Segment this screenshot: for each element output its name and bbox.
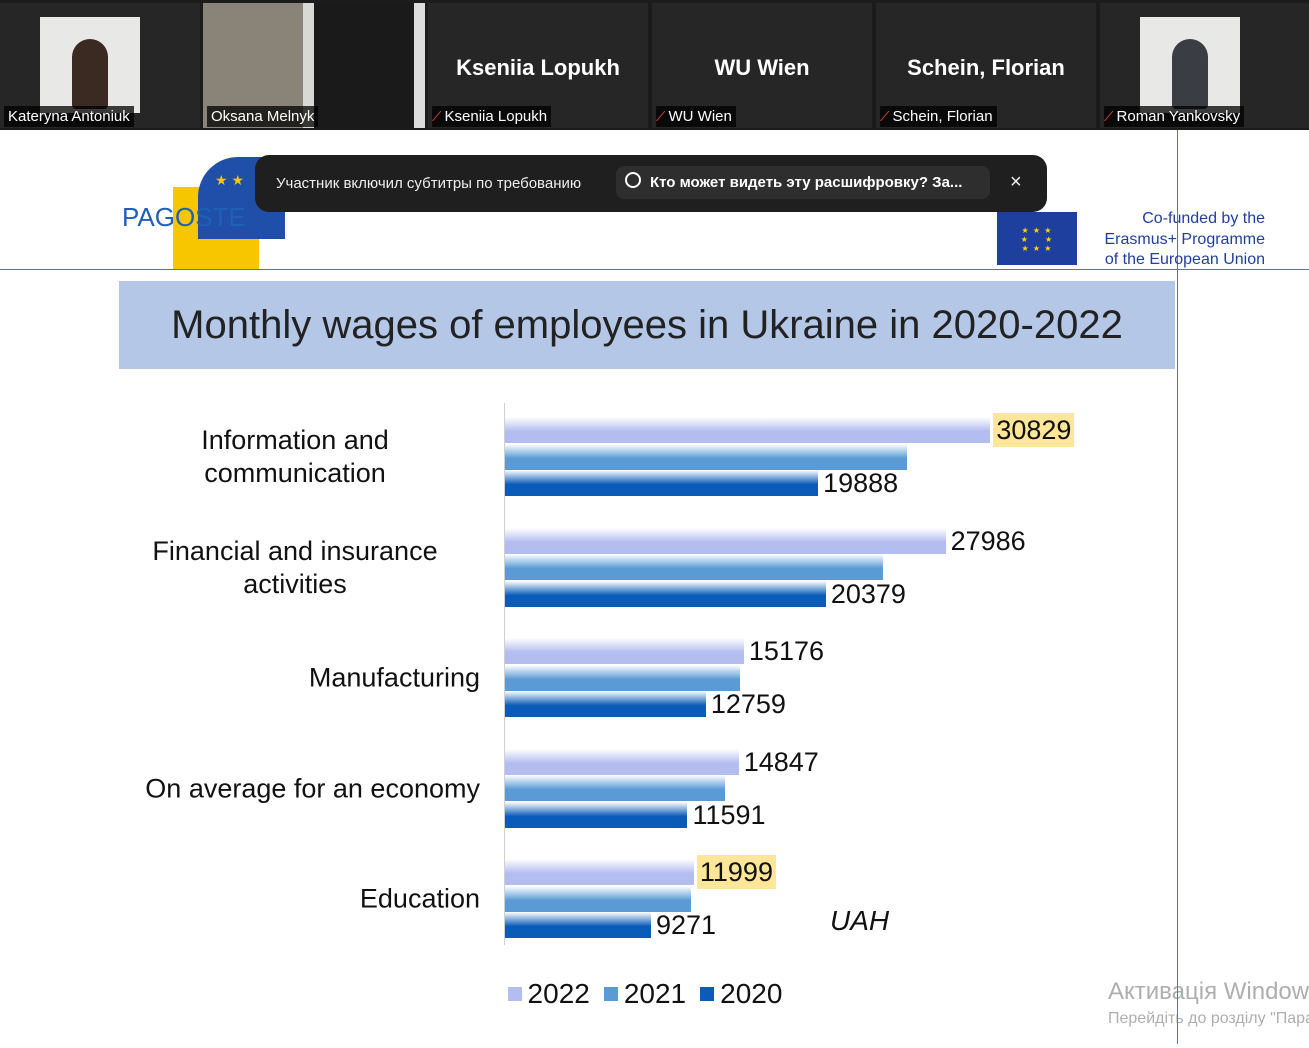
participant-name: Kseniia Lopukh: [444, 108, 548, 125]
value-label: 11591: [692, 799, 766, 830]
legend-label: 2020: [720, 978, 783, 1009]
participant-label: ⁄ Schein, Florian: [880, 106, 997, 127]
participant-label: Oksana Melnyk: [207, 106, 319, 127]
participant-name: Kateryna Antoniuk: [8, 108, 130, 125]
people-icon: [625, 172, 641, 188]
category-label: Information and communication: [110, 424, 480, 490]
category-label: On average for an economy: [145, 772, 480, 805]
participant-name-big: Kseniia Lopukh: [456, 55, 620, 80]
category-text: On average for an economy: [145, 773, 480, 803]
cofunded-text: Co-funded by the Erasmus+ Programme of t…: [1105, 209, 1266, 271]
guide-line: [0, 269, 1309, 270]
category-text: Financial and insurance activities: [152, 535, 438, 599]
chart-title: Monthly wages of employees in Ukraine in…: [119, 281, 1175, 369]
participant-tile: Kateryna Antoniuk: [0, 3, 200, 128]
bar: [505, 775, 726, 801]
axis-line: [504, 403, 505, 945]
participant-strip: Kateryna Antoniuk Oksana Melnyk Kseniia Lo…: [0, 0, 1309, 130]
value-label: 9271: [655, 910, 717, 940]
participant-name: Roman Yankovsky: [1116, 108, 1241, 125]
muted-icon: ⁄: [436, 108, 439, 125]
bar: [505, 554, 883, 580]
category-text: Education: [359, 883, 480, 914]
category-label: Manufacturing: [309, 662, 480, 695]
muted-icon: ⁄: [884, 108, 887, 125]
participant-name-big: WU Wien: [714, 55, 810, 80]
participant-tile: Kseniia Lopukh ⁄ Kseniia Lopukh: [428, 3, 648, 128]
category-label: Financial and insurance activities: [110, 535, 480, 601]
participant-label: Kateryna Antoniuk: [4, 106, 134, 127]
category-text: Information and communication: [201, 425, 389, 488]
legend-item: 2020: [700, 978, 782, 1010]
watermark-title: Активація Windows: [1108, 978, 1309, 1005]
legend-item: 2021: [603, 978, 687, 1010]
legend-swatch: [507, 987, 522, 1001]
category-label: Education: [360, 883, 480, 916]
close-button[interactable]: ×: [1010, 171, 1022, 193]
participant-tile: Schein, Florian ⁄ Schein, Florian: [876, 3, 1096, 128]
person: [72, 39, 108, 109]
bar: [505, 885, 691, 912]
eu-flag: ★ ★ ★ ★ ★ ★ ★ ★: [997, 212, 1077, 265]
legend-swatch: [603, 987, 618, 1001]
legend-item: 2022: [507, 978, 590, 1010]
banner-message: Участник включил субтитры по требованию: [276, 175, 582, 192]
participant-name-big: Schein, Florian: [907, 55, 1065, 80]
category-text: Manufacturing: [308, 662, 480, 693]
participant-label: ⁄ WU Wien: [656, 106, 736, 127]
value-label: 15176: [748, 636, 824, 666]
participant-name: WU Wien: [668, 108, 732, 125]
bar: [505, 443, 908, 470]
value-label: 30829: [993, 413, 1075, 447]
legend-label: 2022: [527, 978, 590, 1009]
bar: [505, 748, 739, 775]
bar: [505, 912, 651, 938]
cofunded-line: of the European Union: [1104, 251, 1265, 268]
unit-annotation: UAH: [830, 905, 890, 936]
logo-stars: ★ ★: [215, 172, 244, 188]
caption-banner: Участник включил субтитры по требованию …: [255, 155, 1047, 212]
bar: [505, 580, 826, 607]
muted-icon: ⁄: [660, 108, 663, 125]
bar: [505, 859, 694, 885]
bar: [505, 470, 819, 496]
bar: [505, 527, 946, 554]
value-label: 19888: [823, 468, 899, 498]
cofunded-line: Co-funded by the: [1142, 210, 1265, 227]
value-label: 20379: [830, 578, 906, 609]
logo-text: PAGOSTE: [122, 202, 246, 232]
slide: ★ ★ PAGOSTE ★ ★ ★ ★ ★ ★ ★ ★ Co-funded by t…: [0, 130, 1309, 1044]
bar: [505, 664, 741, 691]
bar: [505, 638, 744, 664]
bar: [505, 691, 706, 717]
person: [1172, 39, 1208, 109]
participant-label: ⁄ Roman Yankovsky: [1104, 106, 1245, 127]
guide-line: [1177, 130, 1178, 1044]
participant-name: Schein, Florian: [892, 108, 993, 125]
watermark: Активація Windows Перейдіть до розділу "…: [1108, 978, 1309, 1048]
bar: [505, 417, 991, 443]
participant-tile: Oksana Melnyk: [203, 3, 425, 128]
legend-label: 2021: [623, 978, 687, 1009]
muted-icon: ⁄: [1108, 108, 1111, 125]
value-label: 11999: [696, 855, 776, 889]
legend: 2022 2021 2020: [0, 978, 1290, 1010]
participant-label: ⁄ Kseniia Lopukh: [432, 106, 552, 127]
watermark-sub: Перейдіть до розділу "Параметри": [1108, 1010, 1309, 1027]
transcript-button[interactable]: Кто может видеть эту расшифровку? За...: [616, 166, 990, 199]
value-label: 14847: [743, 746, 819, 777]
value-label: 12759: [710, 689, 786, 719]
participant-name: Oksana Melnyk: [211, 108, 315, 125]
legend-swatch: [700, 987, 715, 1001]
bar: [505, 801, 688, 828]
value-label: 27986: [950, 525, 1026, 556]
cofunded-line: Erasmus+ Programme: [1104, 230, 1266, 248]
participant-tile: ⁄ Roman Yankovsky: [1100, 3, 1309, 128]
participant-tile: WU Wien ⁄ WU Wien: [652, 3, 872, 128]
